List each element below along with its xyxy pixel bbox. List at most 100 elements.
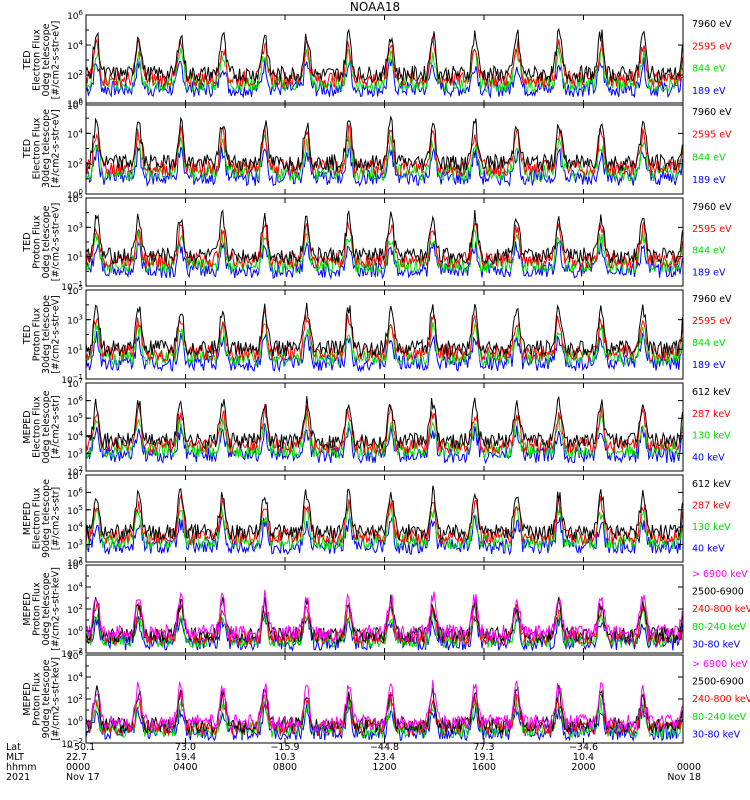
legend-entry: 40 keV: [692, 543, 725, 554]
y-tick-label: 106: [67, 97, 83, 110]
y-axis-label-line: [#/cm2-s-str-eV]: [51, 109, 62, 188]
y-axis-label-line: MEPED: [22, 502, 33, 535]
series-trace-4: [86, 239, 683, 280]
y-tick-label: 100: [67, 715, 83, 728]
y-axis-label: TEDElectron Flux0deg telescope[#/cm2-s-s…: [22, 21, 62, 100]
footer-lat: −44.8: [370, 742, 399, 753]
legend-entry: 7960 eV: [692, 19, 732, 30]
legend-entry: > 6900 keV: [692, 659, 748, 670]
y-tick-label: 101: [67, 343, 83, 356]
y-axis-label-line: Proton Flux: [32, 307, 43, 361]
series-trace-1: [86, 589, 683, 642]
y-tick-label: 103: [67, 221, 83, 234]
y-axis-label-line: TED: [22, 50, 33, 70]
legend-entry: 189 eV: [692, 175, 726, 186]
y-axis-label-line: MEPED: [22, 592, 33, 625]
series-trace-1: [86, 115, 683, 172]
series-trace-1: [86, 302, 683, 358]
y-axis-label: MEPEDElectron Flux90deg telescope[#/cm2-…: [22, 479, 62, 558]
legend-entry: 130 keV: [692, 522, 731, 533]
y-axis-label: TEDProton Flux30deg telescope[#/cm2-s-st…: [22, 295, 62, 374]
y-tick-label: 102: [67, 158, 83, 171]
legend-entry: 240-800 keV: [692, 694, 750, 705]
footer-date: Nov 18: [667, 772, 701, 783]
y-tick-label: 104: [67, 39, 83, 52]
traces: [86, 209, 683, 280]
footer-row-label: hhmm: [6, 762, 37, 773]
y-axis-label: TEDElectron Flux30deg telescope[#/cm2-s-…: [22, 109, 62, 188]
traces: [86, 27, 683, 99]
y-tick-label: 104: [67, 521, 83, 534]
legend-entry: 7960 eV: [692, 294, 732, 305]
legend-entry: 189 eV: [692, 267, 726, 278]
footer-lat: −34.6: [569, 742, 598, 753]
footer-mlt: 22.7: [66, 752, 87, 763]
y-axis-label-line: TED: [22, 139, 33, 159]
legend-entry: 30-80 keV: [692, 729, 741, 740]
y-axis-label: MEPEDElectron Flux0deg telescope[#/cm2-s…: [22, 390, 62, 463]
y-axis-label-line: Proton Flux: [32, 215, 43, 269]
y-tick-label: 102: [67, 603, 83, 616]
legend-entry: 2500-6900: [692, 587, 744, 598]
footer-mlt: 19.4: [175, 752, 196, 763]
legend-entry: 2595 eV: [692, 316, 732, 327]
traces: [86, 485, 683, 556]
y-axis-label-line: 30deg telescope: [41, 295, 52, 374]
y-tick-label: 101: [67, 251, 83, 264]
legend-entry: 2595 eV: [692, 41, 732, 52]
y-tick-label: 103: [67, 447, 83, 460]
legend-entry: 612 keV: [692, 479, 731, 490]
y-axis-label-line: 30deg telescope: [41, 109, 52, 188]
y-axis-label-line: [#/cm2-s-str]: [51, 487, 62, 550]
y-tick-label: 104: [67, 671, 83, 684]
y-tick-label: 103: [67, 314, 83, 327]
footer-lat: 77.3: [473, 742, 494, 753]
y-axis-label-line: [#/cm2-s-str-eV]: [51, 203, 62, 282]
y-axis-label-line: TED: [22, 232, 33, 252]
legend-entry: 844 eV: [692, 338, 726, 349]
y-tick-label: 104: [67, 127, 83, 140]
footer-hhmm: 2000: [571, 762, 595, 773]
legend-entry: 240-800 keV: [692, 604, 750, 615]
legend-entry: 2595 eV: [692, 224, 732, 235]
legend-entry: 189 eV: [692, 360, 726, 371]
footer-lat: 73.0: [175, 742, 196, 753]
legend-entry: 7960 eV: [692, 107, 732, 118]
y-axis-label-line: [#/cm2-s-str]: [51, 395, 62, 458]
y-tick-label: 100: [67, 625, 83, 638]
y-axis-label-line: [#/cm2-s-str-keV]: [51, 657, 62, 741]
y-axis-label-line: Electron Flux: [32, 29, 43, 91]
y-axis-label-line: TED: [22, 325, 33, 345]
y-axis-label-line: Proton Flux: [32, 672, 43, 726]
traces: [86, 302, 683, 373]
plot-frame: [85, 102, 684, 195]
footer-row-label: 2021: [6, 772, 30, 783]
footer-hhmm: 1200: [372, 762, 396, 773]
series-trace-1: [86, 27, 683, 84]
y-axis-label-line: Electron Flux: [32, 487, 43, 549]
y-axis-label-line: MEPED: [22, 682, 33, 715]
legend-entry: 189 eV: [692, 86, 726, 97]
series-trace-2: [86, 309, 683, 363]
y-axis-label-line: [#/cm2-s-str-eV]: [51, 295, 62, 374]
y-tick-label: 106: [67, 9, 83, 22]
series-trace-4: [86, 330, 683, 373]
legend-entry: 40 keV: [692, 452, 725, 463]
traces: [86, 679, 683, 743]
y-tick-label: 104: [67, 430, 83, 443]
footer-mlt: 23.4: [374, 752, 395, 763]
footer-hhmm: 0000: [66, 762, 90, 773]
traces: [86, 589, 683, 653]
y-tick-label: 106: [67, 395, 83, 408]
y-tick-label: 105: [67, 504, 83, 517]
y-tick-label: 106: [67, 486, 83, 499]
legend-entry: 287 keV: [692, 500, 731, 511]
y-axis-label-line: [#/cm2-s-str-eV]: [51, 21, 62, 100]
footer-mlt: 19.1: [473, 752, 494, 763]
